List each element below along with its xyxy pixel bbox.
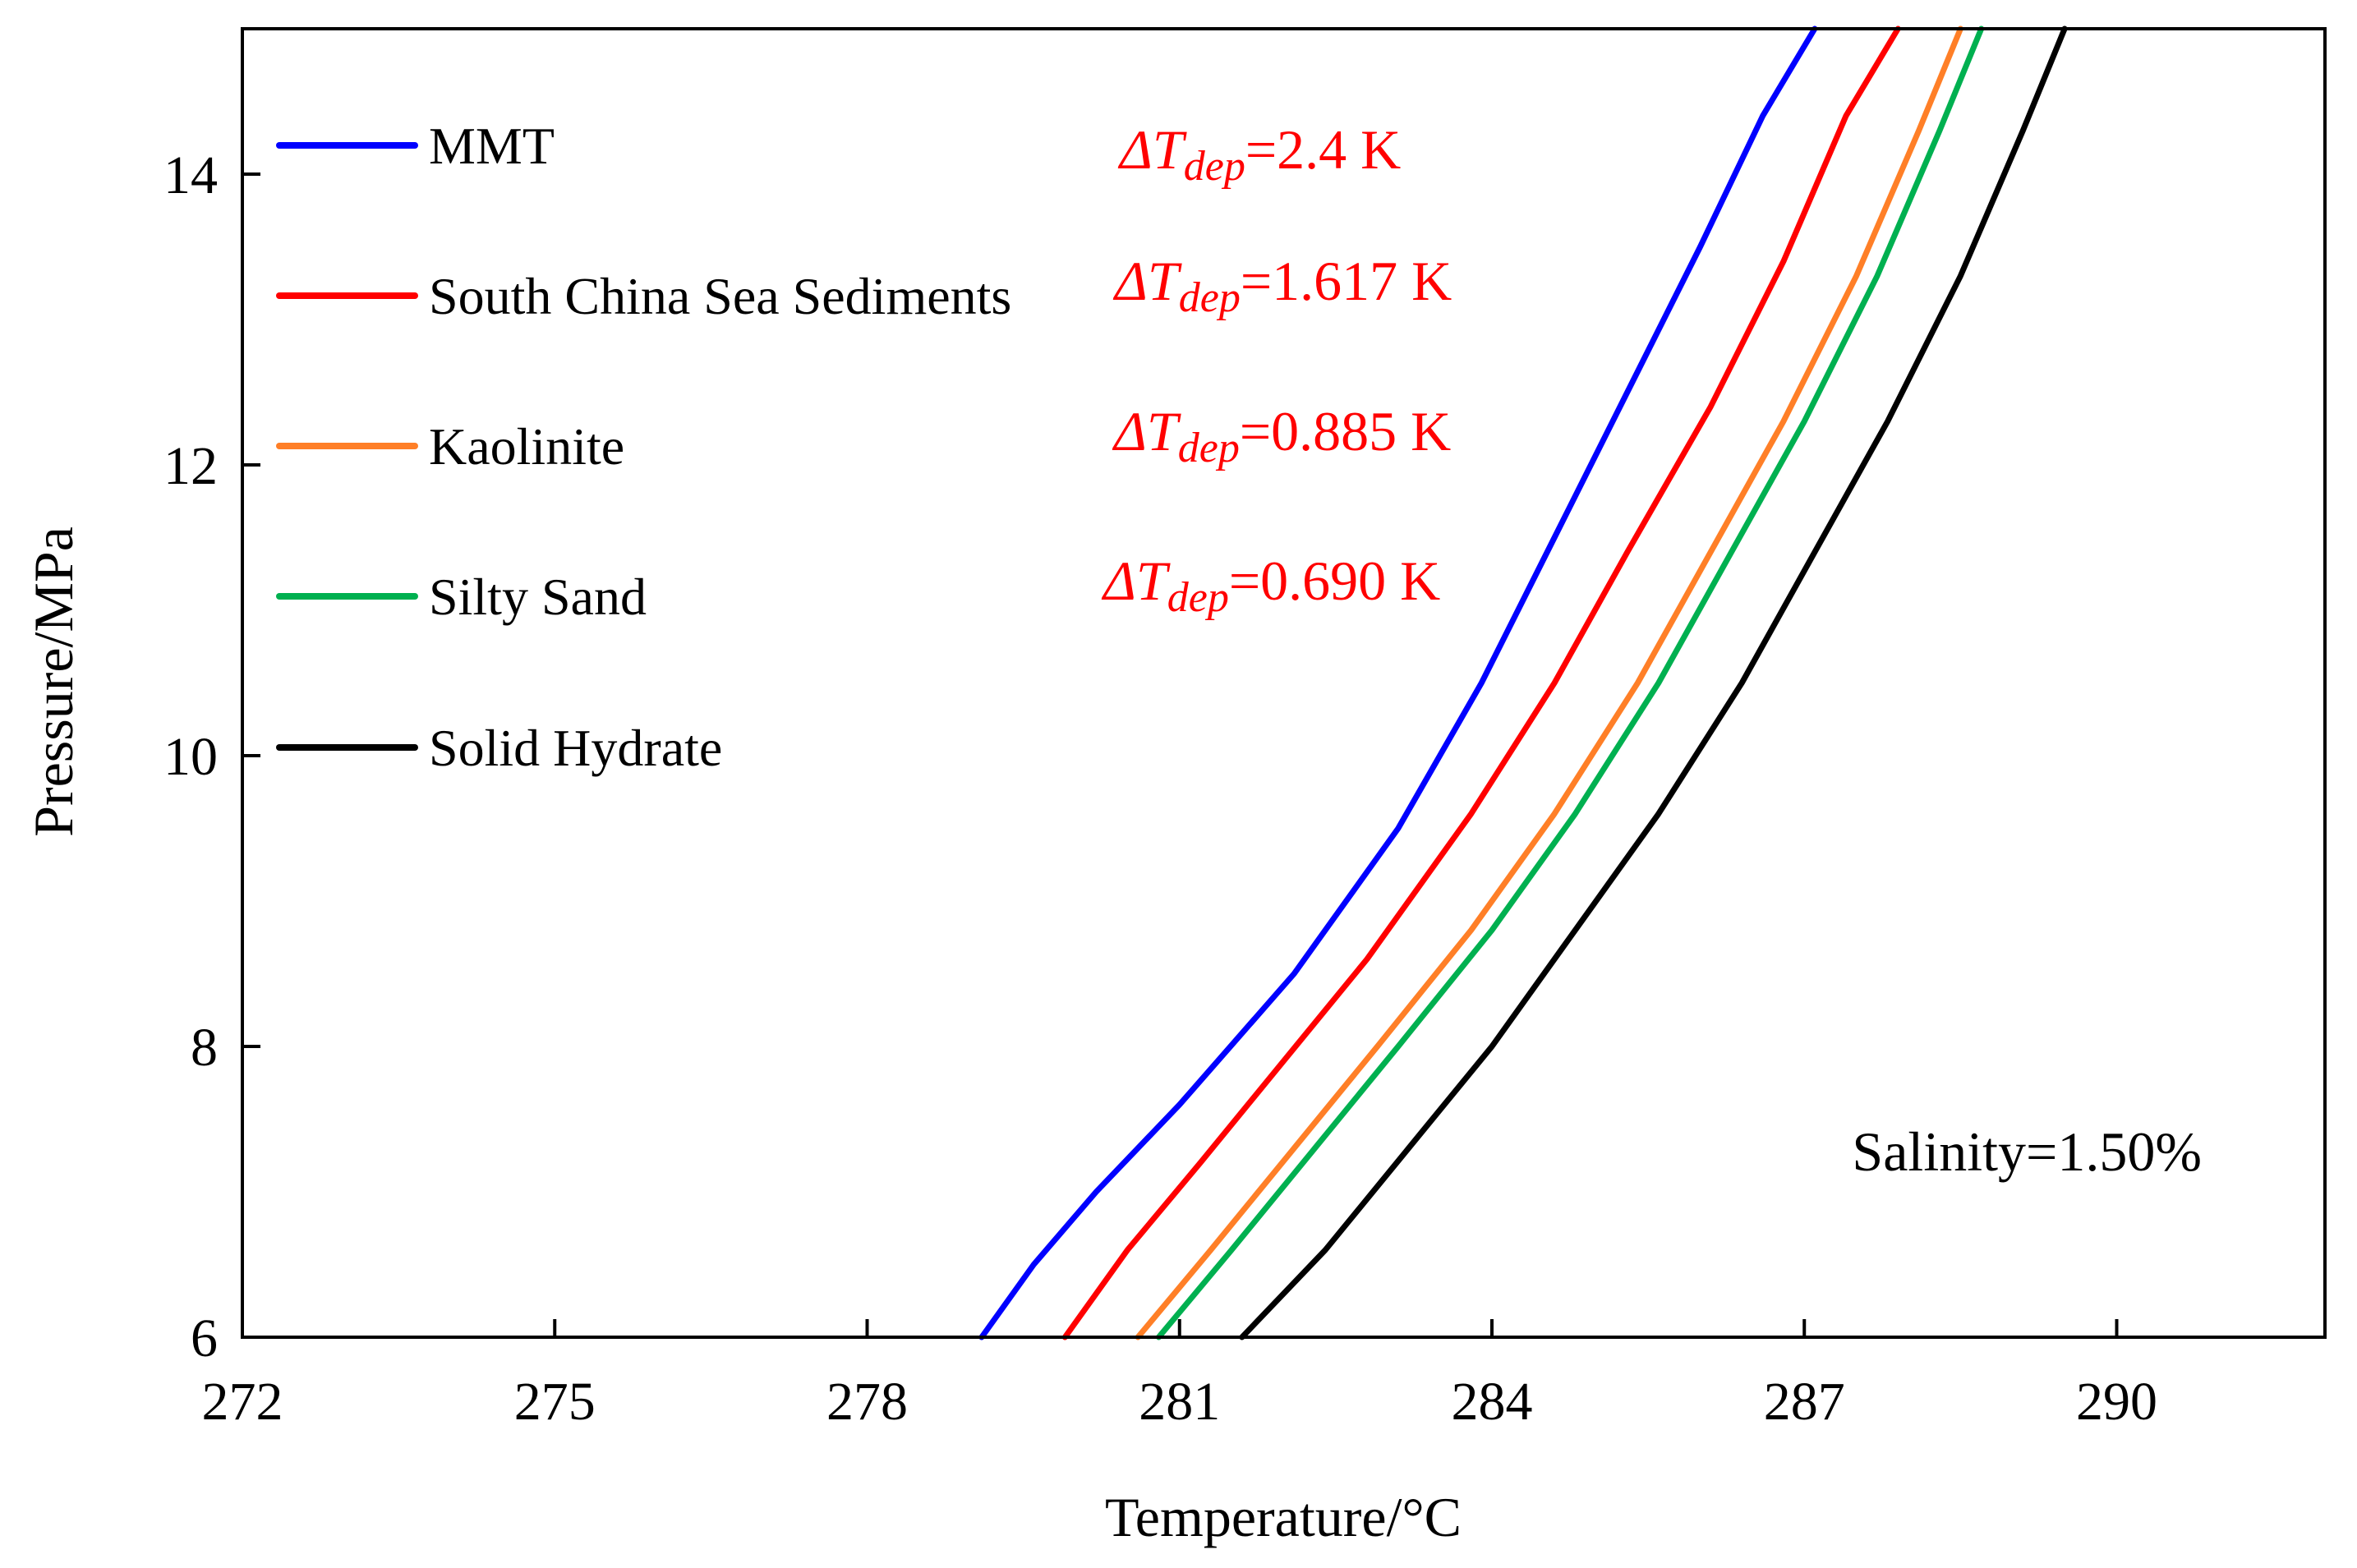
legend-label-1: South China Sea Sediments: [429, 267, 1011, 325]
y-tick-label-0: 6: [191, 1308, 218, 1368]
x-axis-title: Temperature/°C: [1105, 1486, 1462, 1548]
x-tick-label-0: 272: [202, 1372, 283, 1432]
x-axis-ticks: 272 275 278 281 284 287 290: [202, 1319, 2157, 1432]
y-tick-label-4: 14: [163, 145, 218, 205]
plot-frame: [241, 27, 2327, 1339]
y-tick-label-3: 12: [163, 436, 218, 496]
x-tick-label-6: 290: [2076, 1372, 2157, 1432]
annotation-0: ΔTdep=2.4 K: [1117, 118, 1401, 190]
y-tick-label-1: 8: [191, 1018, 218, 1078]
y-tick-label-2: 10: [163, 727, 218, 787]
legend-label-0: MMT: [429, 117, 555, 175]
annotation-2: ΔTdep=0.885 K: [1112, 400, 1451, 471]
salinity-note: Salinity=1.50%: [1852, 1120, 2202, 1183]
x-tick-label-3: 281: [1139, 1372, 1220, 1432]
delta-t-annotations: ΔTdep=2.4 K ΔTdep=1.617 K ΔTdep=0.885 K ΔTd…: [1101, 118, 1452, 621]
annotation-1: ΔTdep=1.617 K: [1112, 250, 1452, 321]
series-line-1: [1061, 25, 1901, 1340]
series-line-2: [1135, 25, 1963, 1340]
x-tick-label-4: 284: [1452, 1372, 1533, 1432]
series-line-0: [978, 25, 1818, 1340]
legend-label-2: Kaolinite: [429, 417, 624, 476]
x-tick-label-1: 275: [514, 1372, 596, 1432]
series-line-3: [1155, 25, 1985, 1340]
legend: MMT South China Sea Sediments Kaolinite Sil…: [276, 117, 1011, 777]
y-axis-ticks: 6 8 10 12 14: [163, 145, 260, 1368]
legend-label-3: Silty Sand: [429, 568, 647, 626]
series-line-4: [1239, 25, 2068, 1340]
annotation-3: ΔTdep=0.690 K: [1101, 549, 1440, 621]
x-tick-label-5: 287: [1764, 1372, 1845, 1432]
legend-label-4: Solid Hydrate: [429, 719, 722, 777]
y-axis-title: Pressure/MPa: [22, 526, 85, 837]
x-tick-label-2: 278: [826, 1372, 908, 1432]
series-curves: [978, 25, 2068, 1340]
